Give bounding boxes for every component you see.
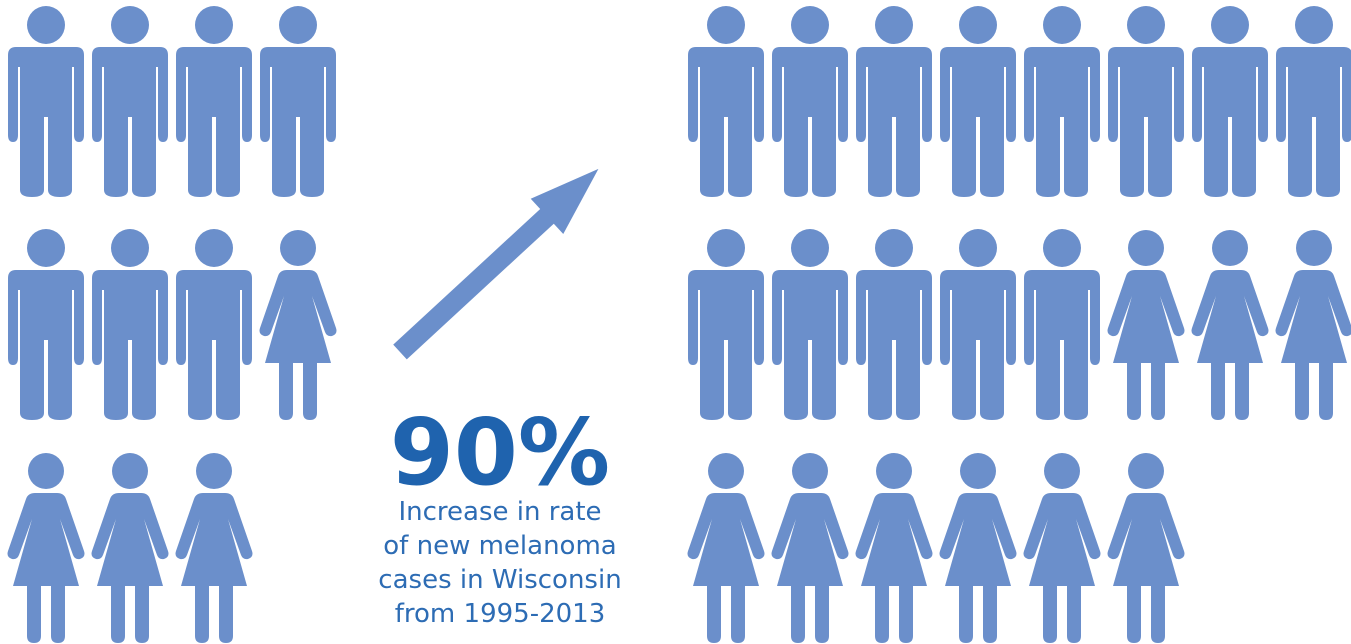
caption-line: of new melanoma [383,531,616,561]
man-icon [1192,6,1268,197]
woman-icon [7,453,85,643]
man-icon [260,6,336,197]
man-icon [176,6,252,197]
woman-icon [1107,230,1185,420]
headline: 90% [390,399,610,506]
man-icon [688,229,764,420]
woman-icon [771,453,849,643]
woman-icon [175,453,253,643]
man-icon [772,6,848,197]
man-icon [8,229,84,420]
man-icon [176,229,252,420]
woman-icon [855,453,933,643]
man-icon [772,229,848,420]
caption-line: cases in Wisconsin [378,565,621,595]
man-icon [856,229,932,420]
man-icon [688,6,764,197]
woman-icon [1023,453,1101,643]
caption-line: Increase in rate [398,497,601,527]
man-icon [940,6,1016,197]
woman-icon [687,453,765,643]
woman-icon [1275,230,1351,420]
man-icon [856,6,932,197]
woman-icon [91,453,169,643]
man-icon [1024,229,1100,420]
man-icon [1276,6,1351,197]
caption-line: from 1995-2013 [395,599,606,629]
woman-icon [1107,453,1185,643]
man-icon [92,6,168,197]
woman-icon [259,230,337,420]
man-icon [92,229,168,420]
woman-icon [939,453,1017,643]
increase-arrow [393,168,599,360]
man-icon [1108,6,1184,197]
man-icon [8,6,84,197]
people-icons [7,6,1351,643]
man-icon [1024,6,1100,197]
man-icon [940,229,1016,420]
woman-icon [1191,230,1269,420]
